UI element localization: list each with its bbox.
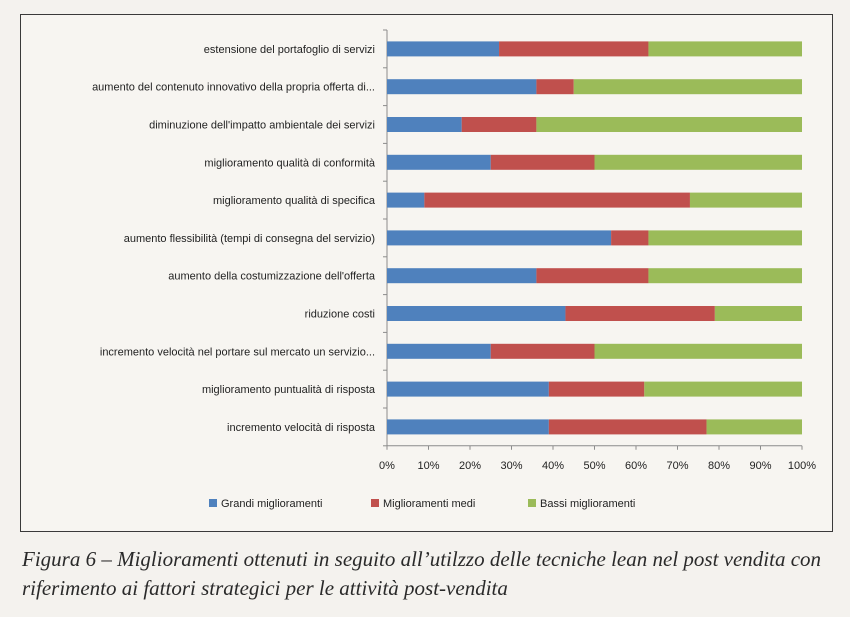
bar-segment-3 (648, 41, 802, 57)
bar-segment-1 (387, 79, 537, 95)
bar-segment-3 (648, 268, 802, 284)
legend-label: Miglioramenti medi (383, 498, 475, 510)
bar-segment-2 (548, 381, 645, 397)
bar-segment-2 (536, 268, 649, 284)
x-tick-label: 0% (379, 460, 395, 472)
x-tick-label: 30% (500, 460, 522, 472)
bar-segment-3 (644, 381, 802, 397)
category-label: aumento del contenuto innovativo della p… (92, 82, 375, 94)
category-label: incremento velocità nel portare sul merc… (100, 346, 375, 358)
category-label: miglioramento qualità di conformità (204, 157, 375, 169)
bar-segment-3 (648, 230, 802, 246)
x-tick-label: 50% (583, 460, 605, 472)
legend-label: Bassi miglioramenti (540, 498, 635, 510)
bar-segment-3 (573, 79, 802, 95)
bar-segment-1 (387, 306, 566, 321)
x-tick-label: 70% (666, 460, 688, 472)
bar-segment-1 (387, 41, 500, 57)
bar-segment-2 (536, 79, 574, 95)
bar-segment-1 (387, 230, 612, 246)
bar-segment-1 (387, 381, 549, 397)
bar-segment-2 (490, 343, 595, 359)
bar-segment-1 (387, 268, 537, 284)
x-tick-label: 90% (749, 460, 771, 472)
category-label: aumento della costumizzazione dell'offer… (168, 271, 376, 283)
x-tick-label: 80% (708, 460, 730, 472)
bar-segment-2 (424, 192, 690, 208)
bar-segment-3 (689, 192, 802, 208)
legend-swatch (371, 499, 379, 507)
bar-segment-2 (461, 117, 537, 132)
bar-segment-3 (714, 306, 802, 321)
bar-segment-3 (594, 154, 802, 170)
category-label: diminuzione dell'impatto ambientale dei … (149, 120, 375, 132)
bar-segment-3 (594, 343, 802, 359)
bar-segment-3 (706, 419, 802, 435)
x-tick-label: 60% (625, 460, 647, 472)
x-tick-label: 20% (459, 460, 481, 472)
bar-segment-3 (536, 117, 802, 132)
category-label: aumento flessibilità (tempi di consegna … (124, 233, 375, 245)
category-label: riduzione costi (305, 309, 375, 321)
bar-segment-1 (387, 192, 425, 208)
category-label: miglioramento puntualità di risposta (202, 384, 376, 396)
stacked-bar-chart: estensione del portafoglio di servizi aum… (92, 29, 816, 510)
bar-segment-1 (387, 117, 462, 132)
legend-label: Grandi miglioramenti (221, 498, 322, 510)
x-tick-label: 40% (542, 460, 564, 472)
bar-segment-2 (490, 154, 595, 170)
bar-segment-2 (499, 41, 649, 57)
category-label: miglioramento qualità di specifica (213, 195, 376, 207)
legend-swatch (528, 499, 536, 507)
legend-swatch (209, 499, 217, 507)
figure-caption: Figura 6 – Miglioramenti ottenuti in seg… (22, 547, 822, 600)
bar-segment-1 (387, 419, 549, 435)
x-tick-label: 10% (417, 460, 439, 472)
bar-segment-1 (387, 343, 491, 359)
bar-segment-2 (565, 306, 715, 321)
x-tick-label: 100% (788, 460, 816, 472)
bar-segment-1 (387, 154, 491, 170)
category-label: incremento velocità di risposta (227, 422, 376, 434)
bar-segment-2 (548, 419, 707, 435)
chart-frame: estensione del portafoglio di servizi aum… (20, 14, 833, 532)
category-label: estensione del portafoglio di servizi (204, 44, 375, 56)
bar-segment-2 (611, 230, 649, 246)
